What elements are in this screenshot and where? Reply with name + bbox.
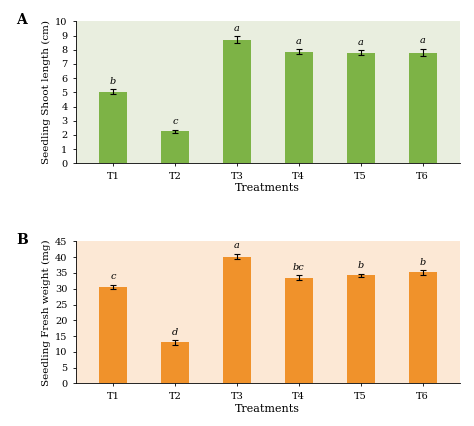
Text: a: a — [419, 37, 426, 46]
X-axis label: Treatments: Treatments — [235, 403, 301, 414]
Text: b: b — [357, 261, 364, 270]
Bar — [409, 272, 437, 383]
Bar — [347, 52, 374, 163]
Text: a: a — [234, 24, 240, 33]
Bar — [347, 276, 374, 383]
Text: B: B — [16, 233, 28, 247]
Text: a: a — [234, 242, 240, 250]
Bar — [285, 278, 313, 383]
Y-axis label: Seedling Fresh weight (mg): Seedling Fresh weight (mg) — [42, 239, 51, 386]
Bar — [99, 92, 127, 163]
Bar — [223, 256, 251, 383]
Text: c: c — [172, 117, 178, 126]
Bar — [409, 52, 437, 163]
Bar — [285, 52, 313, 163]
Bar — [161, 343, 189, 383]
Text: d: d — [172, 328, 178, 337]
Text: a: a — [296, 37, 302, 46]
Text: c: c — [110, 272, 116, 282]
Text: a: a — [358, 38, 364, 47]
Y-axis label: Seedling Shoot length (cm): Seedling Shoot length (cm) — [42, 20, 51, 164]
Text: b: b — [110, 77, 116, 86]
Text: b: b — [419, 258, 426, 267]
Bar — [161, 131, 189, 163]
Text: A: A — [16, 13, 27, 27]
Text: bc: bc — [293, 263, 305, 272]
Bar — [99, 287, 127, 383]
Bar — [223, 40, 251, 163]
X-axis label: Treatments: Treatments — [235, 184, 301, 193]
